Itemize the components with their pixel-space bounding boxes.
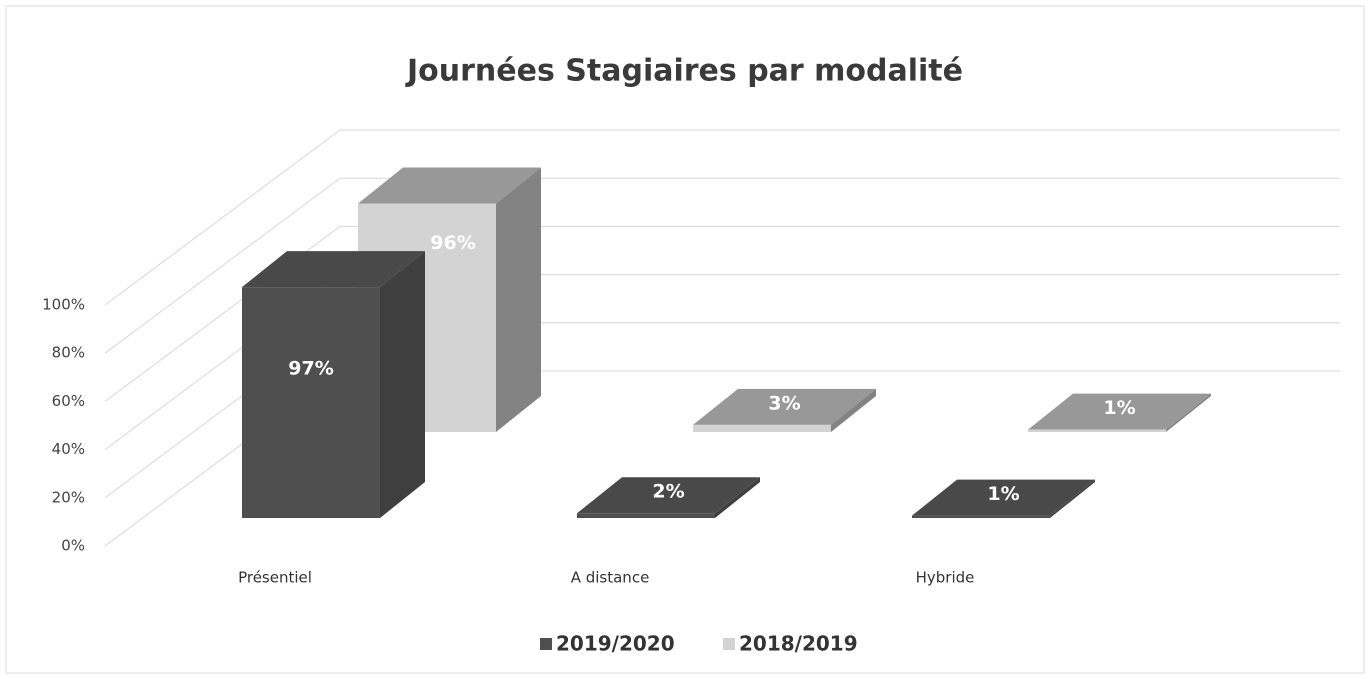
bar (577, 477, 760, 518)
y-tick-label: 100% (42, 296, 85, 314)
x-tick-label: A distance (571, 569, 650, 587)
y-tick-label: 40% (52, 440, 85, 458)
x-tick-label: Hybride (916, 569, 975, 587)
bar-side (1166, 393, 1211, 432)
value-label: 3% (768, 392, 800, 414)
y-tick-label: 0% (61, 537, 85, 555)
legend-swatch (723, 638, 735, 650)
value-label: 97% (288, 358, 333, 380)
y-tick-label: 60% (52, 392, 85, 410)
bar-top (912, 479, 1095, 516)
bar-front (693, 424, 831, 432)
value-label: 2% (652, 481, 684, 503)
bar-side (496, 167, 541, 432)
bar-front (912, 515, 1050, 518)
legend-label: 2018/2019 (739, 632, 858, 656)
grid-line (104, 129, 1340, 306)
value-label: 1% (1103, 397, 1135, 419)
value-label: 1% (987, 483, 1019, 505)
bar-side (380, 251, 425, 518)
x-tick-label: Présentiel (238, 569, 312, 587)
bar-front (1028, 429, 1166, 432)
y-tick-label: 20% (52, 488, 85, 506)
bar-top (577, 477, 760, 514)
bar-side (831, 388, 876, 432)
bar-front (577, 513, 715, 518)
bar-top (1028, 393, 1211, 430)
grid-line (104, 177, 1340, 354)
bar (242, 251, 425, 518)
value-label: 96% (430, 232, 475, 254)
bar (1028, 393, 1211, 432)
bar-top (242, 251, 425, 288)
bar (912, 479, 1095, 518)
chart-title: Journées Stagiaires par modalité (405, 54, 963, 89)
chart-frame (5, 5, 1365, 674)
legend-label: 2019/2020 (556, 632, 675, 656)
bar (693, 388, 876, 432)
bar-top (358, 167, 541, 204)
bar-side (715, 477, 760, 518)
y-tick-label: 80% (52, 344, 85, 362)
grid-line (104, 225, 1340, 402)
legend-swatch (540, 638, 552, 650)
bar-top (693, 388, 876, 425)
bar-front (242, 287, 380, 518)
bar-side (1050, 479, 1095, 518)
